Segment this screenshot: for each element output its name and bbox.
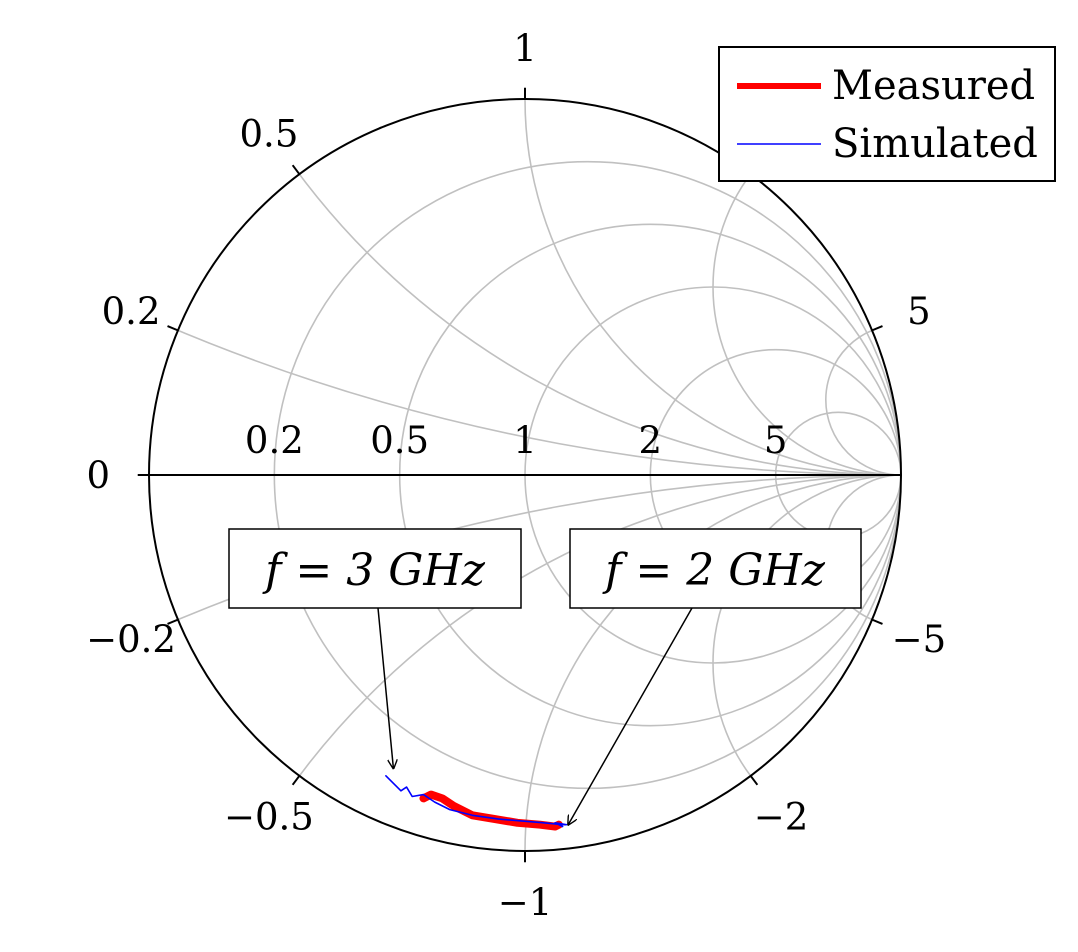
reactance-tick [293, 165, 300, 174]
annotation-2ghz: f = 2 GHz [570, 529, 861, 608]
reactance-label: −1 [498, 881, 553, 924]
resistance-label: 2 [639, 419, 663, 462]
reactance-label: −2 [754, 795, 809, 838]
resistance-label: 0.2 [245, 419, 304, 462]
reactance-label: 0 [86, 454, 110, 497]
reactance-label: 5 [907, 290, 931, 333]
reactance-label: 1 [513, 27, 537, 70]
reactance-label: 0.2 [102, 290, 161, 333]
legend-label-simulated: Simulated [832, 121, 1038, 167]
reactance-tick [293, 776, 300, 785]
reactance-label: −0.2 [86, 618, 176, 661]
annotation-arrows [378, 608, 692, 825]
reactance-tick [751, 776, 758, 785]
annotation-arrow [568, 608, 692, 825]
resistance-labels: 0.2 0.5 1 2 5 [245, 419, 788, 462]
legend-label-measured: Measured [832, 63, 1035, 109]
resistance-label: 1 [513, 419, 537, 462]
annotation-label-2ghz: f = 2 GHz [602, 545, 826, 596]
reactance-tick [872, 326, 882, 330]
reactance-label: −5 [892, 618, 947, 661]
data-series [386, 776, 566, 827]
resistance-label: 5 [764, 419, 788, 462]
annotation-label-3ghz: f = 3 GHz [262, 545, 486, 596]
reactance-label: −0.5 [224, 795, 314, 838]
legend: Measured Simulated [719, 47, 1055, 181]
reactance-tick [872, 620, 882, 624]
reactance-tick [168, 326, 178, 330]
resistance-label: 0.5 [370, 419, 429, 462]
annotation-3ghz: f = 3 GHz [229, 529, 521, 608]
annotation-arrow [378, 608, 393, 768]
reactance-label: 0.5 [240, 113, 299, 156]
